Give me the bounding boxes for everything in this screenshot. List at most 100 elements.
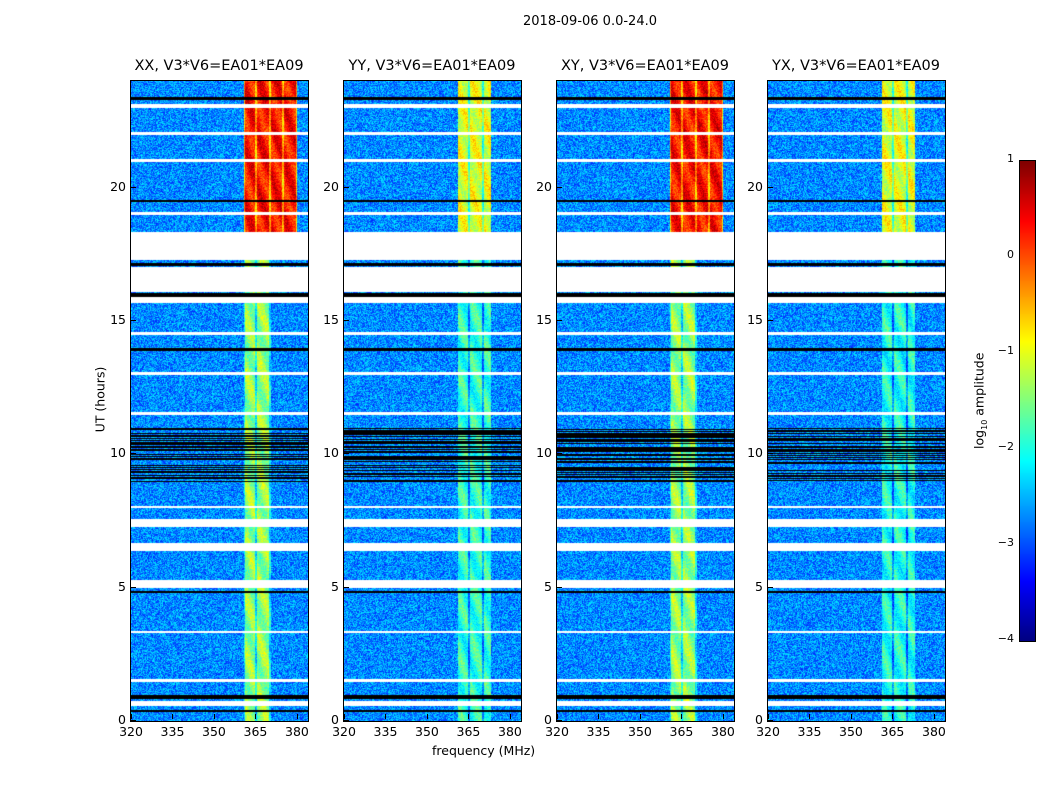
x-tick-mark (598, 714, 600, 719)
y-tick-label: 0 (118, 712, 126, 727)
colorbar-label: log10 amplitude (971, 341, 989, 461)
y-tick-label: 20 (323, 178, 339, 194)
x-tick-mark (557, 714, 558, 719)
y-axis-label: UT (hours) (92, 366, 108, 433)
spectrogram-heatmap (131, 81, 308, 721)
colorbar-label-rest: amplitude (971, 352, 987, 420)
x-tick-mark (344, 714, 345, 719)
y-tick-mark (768, 320, 773, 321)
spectrogram-heatmap (768, 81, 945, 721)
y-tick-mark (557, 186, 562, 188)
colorbar-tick-label: −4 (997, 632, 1014, 645)
panel-title: YY, V3*V6=EA01*EA09 (348, 58, 516, 74)
y-tick-label: 5 (755, 578, 763, 594)
spectrogram-heatmap (344, 81, 521, 721)
y-tick-label: 20 (110, 178, 126, 194)
x-tick-label: 380 (922, 724, 946, 739)
y-tick-label: 15 (536, 312, 552, 327)
y-tick-mark (131, 186, 136, 188)
x-tick-mark (385, 714, 387, 719)
x-tick-mark (426, 714, 428, 719)
x-tick-mark (850, 714, 852, 719)
x-tick-label: 365 (243, 724, 268, 739)
spectrogram-heatmap (557, 81, 734, 721)
y-tick-label: 15 (323, 312, 339, 327)
colorbar-label-sub: 10 (979, 419, 989, 430)
y-tick-label: 15 (747, 312, 763, 327)
y-tick-mark (131, 453, 136, 455)
y-tick-mark (557, 320, 562, 321)
x-tick-mark (213, 714, 215, 719)
x-tick-label: 350 (628, 724, 652, 739)
y-tick-mark (344, 186, 349, 188)
y-tick-label: 10 (110, 445, 126, 461)
x-tick-label: 380 (711, 724, 735, 739)
colorbar-gradient (1020, 161, 1035, 641)
y-tick-mark (557, 720, 562, 721)
x-tick-label: 335 (160, 724, 185, 739)
y-tick-label: 0 (544, 712, 552, 727)
spectrogram-panel (130, 80, 309, 722)
y-tick-label: 0 (331, 712, 339, 727)
x-tick-mark (892, 714, 894, 719)
figure-title: 2018-09-06 0.0-24.0 (523, 14, 657, 29)
y-tick-mark (768, 186, 773, 188)
colorbar-label-log: log (971, 429, 987, 449)
spectrogram-panel (767, 80, 946, 722)
x-tick-label: 365 (456, 724, 481, 739)
y-tick-mark (344, 586, 349, 588)
spectrogram-panel (343, 80, 522, 722)
x-tick-mark (768, 714, 769, 719)
y-tick-label: 10 (323, 445, 339, 461)
x-tick-label: 320 (119, 724, 143, 739)
x-tick-label: 365 (880, 724, 905, 739)
spectrogram-panel (556, 80, 735, 722)
x-tick-label: 335 (797, 724, 822, 739)
colorbar-tick-label: −2 (997, 440, 1014, 453)
y-tick-label: 10 (747, 445, 763, 461)
y-tick-mark (131, 586, 136, 588)
panel-title: XX, V3*V6=EA01*EA09 (134, 58, 304, 74)
x-axis-label: frequency (MHz) (432, 743, 536, 758)
y-tick-mark (344, 720, 349, 721)
x-tick-label: 380 (285, 724, 309, 739)
x-tick-mark (172, 714, 174, 719)
x-tick-label: 365 (669, 724, 694, 739)
y-tick-label: 10 (536, 445, 552, 461)
y-tick-label: 5 (331, 578, 339, 594)
y-tick-mark (131, 720, 136, 721)
y-tick-label: 20 (536, 178, 552, 194)
panel-title: XY, V3*V6=EA01*EA09 (560, 58, 729, 74)
panel-title: YX, V3*V6=EA01*EA09 (771, 58, 940, 74)
colorbar-tick-label: −3 (997, 536, 1014, 549)
x-tick-label: 350 (415, 724, 439, 739)
x-tick-mark (296, 714, 298, 719)
y-tick-mark (557, 586, 562, 588)
x-tick-mark (131, 714, 132, 719)
y-tick-mark (768, 720, 773, 721)
x-tick-label: 320 (756, 724, 780, 739)
colorbar-tick-label: 0 (1007, 248, 1014, 261)
x-tick-mark (255, 714, 257, 719)
y-tick-label: 0 (755, 712, 763, 727)
x-tick-label: 350 (839, 724, 863, 739)
x-tick-mark (681, 714, 683, 719)
y-tick-mark (344, 453, 349, 455)
colorbar-tick-label: 1 (1007, 152, 1014, 165)
y-tick-mark (557, 453, 562, 455)
x-tick-label: 320 (545, 724, 569, 739)
colorbar-tick-label: −1 (997, 344, 1014, 357)
x-tick-mark (809, 714, 811, 719)
y-tick-mark (344, 320, 349, 321)
x-tick-mark (468, 714, 470, 719)
x-tick-mark (509, 714, 511, 719)
y-tick-mark (768, 453, 773, 455)
x-tick-mark (933, 714, 935, 719)
x-tick-label: 320 (332, 724, 356, 739)
x-tick-label: 335 (586, 724, 611, 739)
x-tick-mark (722, 714, 724, 719)
colorbar (1019, 160, 1036, 642)
y-tick-label: 15 (110, 312, 126, 327)
y-tick-label: 5 (118, 578, 126, 594)
y-tick-mark (131, 320, 136, 321)
